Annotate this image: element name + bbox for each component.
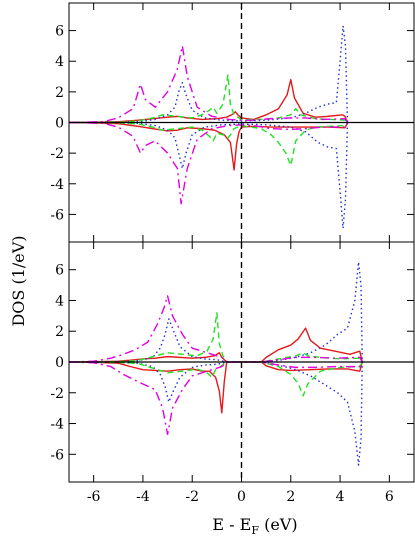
- x-tick-label: -6: [87, 489, 101, 505]
- series-green-up-line: [69, 74, 348, 124]
- x-axis-title-unit-text: (eV): [264, 515, 298, 534]
- series-magenta-down-line: [69, 121, 349, 205]
- series-magenta-down-line: [69, 361, 363, 436]
- x-tick-label: 6: [385, 489, 394, 505]
- series-red-down-line: [69, 121, 349, 171]
- series-blue-down-line: [69, 361, 363, 466]
- y-tick-label: -2: [50, 386, 64, 402]
- series-group-1: [69, 25, 349, 229]
- y-tick-label: -4: [50, 417, 64, 433]
- y-tick-label: 4: [55, 293, 64, 309]
- x-axis-title-main: E - E: [212, 515, 251, 534]
- panel-2: -6 -4 -2 0 2 4 6: [50, 241, 415, 483]
- y-axis-title: DOS (1/eV): [9, 235, 28, 326]
- axis-text-layer: DOS (1/eV) E - EF (eV): [9, 235, 298, 537]
- y-tick-label: -4: [50, 177, 64, 193]
- panels-layer: -6 -4 -2 0 2 4 6 -6 -4 -2 0 2 4 6 -6 -4 -2 0 2 4 6: [50, 2, 415, 505]
- x-tick-label: -2: [185, 489, 199, 505]
- x-tick-label: 0: [237, 489, 246, 505]
- x-axis-title-subscript: F: [251, 524, 259, 537]
- series-blue-up-line: [69, 25, 349, 124]
- series-green-down-line: [69, 121, 349, 167]
- y-tick-label: 4: [55, 54, 64, 70]
- y-tick-label: 2: [55, 85, 64, 101]
- series-red-down-line: [69, 361, 363, 414]
- y-tick-label: 6: [55, 263, 64, 279]
- y-tick-label: -2: [50, 146, 64, 162]
- series-green-down-line: [69, 361, 363, 397]
- series-magenta-up-line: [69, 45, 349, 124]
- series-green-up-line: [69, 312, 363, 363]
- x-tick-label: -4: [136, 489, 150, 505]
- y-tick-label: 0: [55, 116, 64, 132]
- y-tick-label: 2: [55, 324, 64, 340]
- y-tick-label: -6: [50, 207, 64, 223]
- x-tick-label: 4: [336, 489, 345, 505]
- series-group-2: [69, 261, 363, 466]
- y-tick-label: -6: [50, 447, 64, 463]
- series-red-up-line: [69, 78, 349, 124]
- x-axis-title: E - EF (eV): [212, 515, 297, 537]
- series-red-up-line: [69, 327, 363, 363]
- series-blue-down-line: [69, 121, 349, 229]
- panel-1: -6 -4 -2 0 2 4 6: [50, 2, 415, 243]
- y-tick-label: 6: [55, 24, 64, 40]
- series-magenta-up-line: [69, 295, 363, 363]
- x-tick-label: 2: [286, 489, 295, 505]
- y-tick-label: 0: [55, 355, 64, 371]
